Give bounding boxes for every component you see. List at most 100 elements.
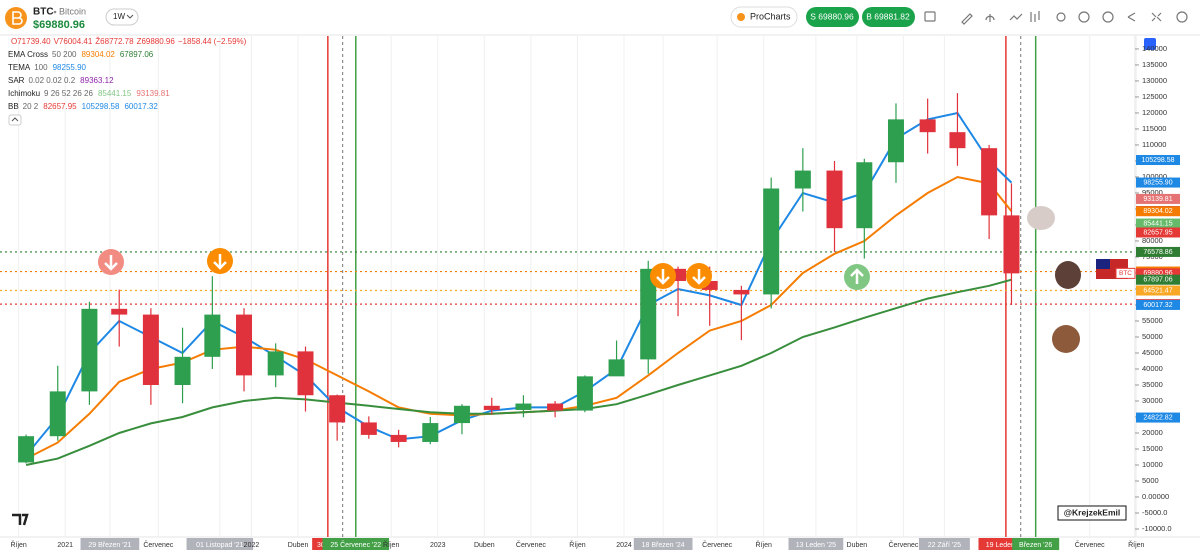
- x-tick-label: 18 Březen '24: [642, 542, 685, 549]
- x-tick-label: Červenec: [888, 540, 918, 549]
- indicator-value: 89304.02: [81, 50, 115, 59]
- x-tick-label: 19 Leden '26: [986, 542, 1026, 549]
- indicator-legend: SAR 0.02 0.02 0.2 89363.12: [8, 76, 114, 85]
- candle-body: [81, 308, 98, 392]
- price-tag: [1136, 193, 1180, 204]
- sell-button[interactable]: [806, 7, 859, 27]
- sell-price: S 69880.96: [810, 11, 854, 21]
- ohlc-value: V76004.41: [54, 37, 93, 46]
- buy-button[interactable]: [862, 7, 915, 27]
- tool-icon[interactable]: [961, 13, 973, 25]
- price-tag: [1136, 177, 1180, 188]
- y-tick-label: 115000: [1142, 124, 1166, 133]
- arrow: [104, 255, 118, 271]
- x-tick-label: Duben: [474, 542, 495, 549]
- x-tick-highlight: [788, 538, 844, 550]
- candle-body: [49, 391, 66, 437]
- brand: ProCharts: [750, 11, 791, 21]
- x-tick-label: 2024: [616, 542, 632, 549]
- indicator-name: Ichimoku: [8, 89, 40, 98]
- candle-body: [949, 132, 966, 149]
- x-tick-label: Červenec: [516, 540, 546, 549]
- tool-icon[interactable]: [1009, 13, 1023, 21]
- price-tag-label: 98255.90: [1143, 179, 1172, 186]
- y-tick-label: 135000: [1142, 60, 1167, 69]
- y-tick-label: 20000: [1142, 428, 1163, 437]
- tool-icon[interactable]: [1056, 12, 1066, 22]
- x-tick-label: Březen '26: [1019, 542, 1052, 549]
- candle-body: [733, 289, 750, 295]
- tool-icon[interactable]: [1127, 12, 1136, 22]
- tool-icon[interactable]: [1176, 11, 1188, 23]
- y-tick-label: 130000: [1142, 76, 1167, 85]
- brand-icon: [737, 13, 745, 21]
- x-tick-label: Říjen: [569, 540, 585, 549]
- toolbar: [924, 11, 1188, 25]
- y-tick-label: -10000.0: [1142, 524, 1172, 533]
- tool-icon[interactable]: [924, 11, 936, 22]
- indicator-value: 82657.95: [43, 102, 77, 111]
- x-tick-label: Duben: [288, 542, 309, 549]
- price-tag-label: 89304.02: [1143, 208, 1172, 215]
- indicator-name: TEMA: [8, 63, 31, 72]
- chevron: [11, 117, 19, 122]
- y-tick-label: 100000: [1142, 172, 1167, 181]
- tool-icon[interactable]: [985, 14, 995, 22]
- candle-body: [422, 423, 439, 442]
- y-tick-label: 35000: [1142, 380, 1163, 389]
- tool-icon[interactable]: [1151, 12, 1162, 22]
- indicator-legend: TEMA 100 98255.90: [8, 63, 87, 72]
- price-tag-label: 76578.86: [1143, 249, 1172, 256]
- y-tick-label: 125000: [1142, 92, 1167, 101]
- arrow: [213, 254, 227, 270]
- x-tick-label: 13 Leden '25: [796, 542, 836, 549]
- x-tick-highlight: [918, 538, 970, 550]
- candle-body: [204, 314, 221, 357]
- watermark-box: [1057, 505, 1127, 521]
- price-tag: [1136, 299, 1180, 310]
- indicator-params: 50 200: [52, 50, 77, 59]
- indicator-value: 105298.58: [82, 102, 120, 111]
- x-tick-label: 2023: [430, 542, 446, 549]
- flag-canton: [1096, 259, 1110, 269]
- brand-button[interactable]: [730, 6, 798, 28]
- tool-icon[interactable]: [1102, 11, 1114, 23]
- watermark: @KrejzekEmil: [1064, 507, 1120, 517]
- candle-body: [111, 308, 128, 315]
- candle-body: [329, 395, 346, 423]
- indicator-legend: Ichimoku 9 26 52 26 26 85441.15 93139.81: [8, 89, 170, 98]
- y-tick-label: 95000: [1142, 188, 1163, 197]
- x-tick-label: Říjen: [756, 540, 772, 549]
- symbol-tag-label: BTC: [1119, 270, 1132, 277]
- indicator-value: 89363.12: [80, 76, 114, 85]
- indicator-value: 98255.90: [53, 63, 87, 72]
- y-tick-label: 140000: [1142, 44, 1167, 53]
- scale-button[interactable]: [1144, 38, 1156, 50]
- tool-icon[interactable]: [1030, 11, 1040, 22]
- x-tick-highlight: [633, 538, 693, 550]
- y-tick-label: 15000: [1142, 444, 1163, 453]
- y-tick-label: 120000: [1142, 108, 1167, 117]
- candle-body: [763, 188, 780, 295]
- candle-body: [390, 434, 407, 442]
- price-tag: [1136, 227, 1180, 238]
- candle-body: [142, 314, 159, 385]
- candle-body: [794, 170, 811, 189]
- x-tick-label: Červenec: [702, 540, 732, 549]
- candle-body: [515, 403, 532, 410]
- x-tick-label: 2022: [244, 542, 260, 549]
- bull-icon: [1027, 206, 1055, 230]
- eagle-icon: [1055, 261, 1081, 289]
- y-tick-label: 80000: [1142, 236, 1163, 245]
- symbol-name: Bitcoin: [59, 6, 86, 16]
- tool-icon[interactable]: [1078, 11, 1090, 23]
- candle-body: [267, 351, 284, 376]
- legend-toggle[interactable]: [8, 114, 22, 126]
- plot: [0, 36, 1137, 537]
- candle-body: [547, 403, 564, 411]
- candle-body: [640, 268, 657, 360]
- ohlc-value: O71739.40: [11, 37, 51, 46]
- candle-body: [174, 356, 191, 385]
- interval-button[interactable]: [105, 8, 139, 26]
